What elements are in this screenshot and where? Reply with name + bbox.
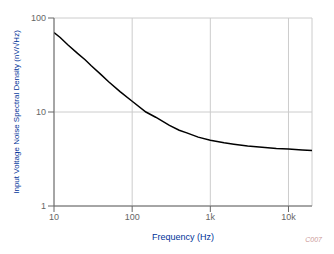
svg-text:1: 1 [41, 201, 46, 211]
svg-text:Frequency (Hz): Frequency (Hz) [152, 232, 214, 242]
svg-text:100: 100 [31, 13, 46, 23]
svg-text:10: 10 [36, 107, 46, 117]
svg-text:100: 100 [125, 212, 140, 222]
svg-text:10: 10 [49, 212, 59, 222]
svg-text:1k: 1k [206, 212, 216, 222]
svg-text:Input Voltage Noise Spectral D: Input Voltage Noise Spectral Density (nV… [12, 30, 21, 194]
svg-text:10k: 10k [281, 212, 296, 222]
html-text:C007: C007 [305, 236, 322, 243]
